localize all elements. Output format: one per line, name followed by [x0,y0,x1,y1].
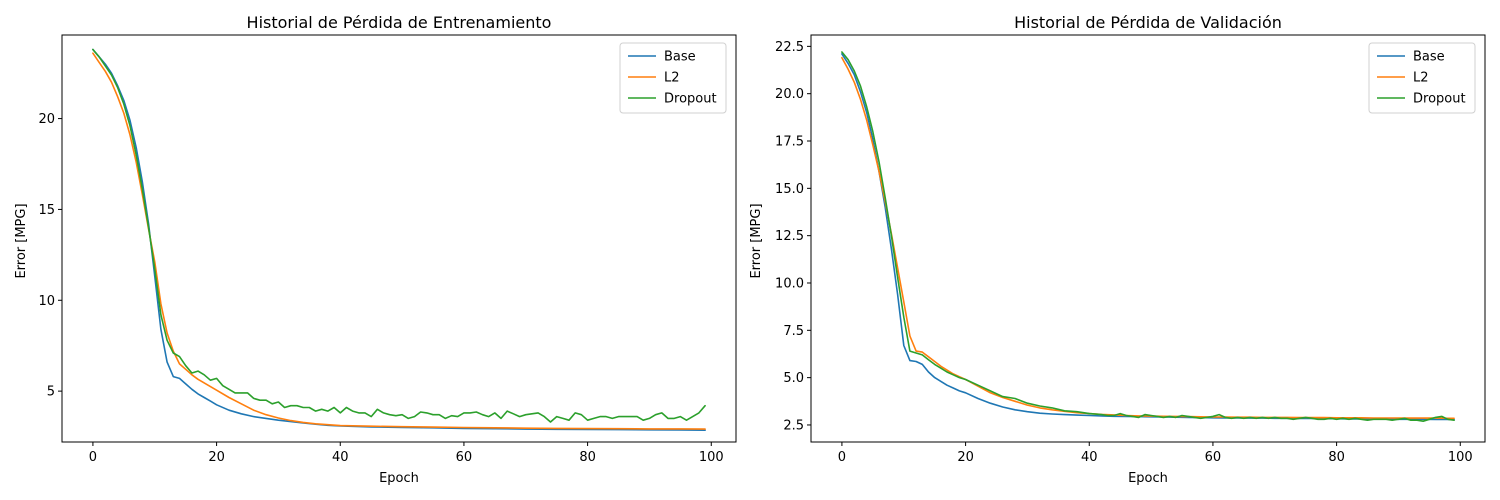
series-line-base [92,48,706,432]
x-tick-label: 40 [332,450,349,465]
y-tick-label: 12.5 [775,229,804,244]
series-line-dropout [841,51,1455,423]
y-axis-label: Error [MPG] [14,203,29,278]
y-tick-label: 10.0 [775,276,804,291]
y-tick-label: 22.5 [775,40,804,55]
chart-title: Historial de Pérdida de Validación [1014,13,1282,32]
legend-box [619,42,727,114]
x-tick-label: 0 [838,450,846,465]
x-axis-label: Epoch [1128,471,1168,486]
x-tick-label: 40 [1081,450,1098,465]
legend-label-l2: L2 [664,71,680,86]
legend-label-base: Base [1413,50,1445,65]
x-tick-label: 100 [1448,450,1473,465]
chart-legend: Base L2 Dropout [1368,42,1476,114]
y-tick-label: 15 [38,203,55,218]
series-line-l2 [92,52,706,430]
x-tick-label: 60 [1205,450,1222,465]
y-tick-label: 17.5 [775,135,804,150]
axes-frame [810,34,1486,443]
y-tick-label: 15.0 [775,182,804,197]
chart-legend: Base L2 Dropout [619,42,727,114]
training-loss-chart: Historial de Pérdida de Entrenamiento Ep… [14,13,737,486]
x-tick-label: 100 [699,450,724,465]
series-line-dropout [92,48,706,423]
legend-label-base: Base [664,50,696,65]
x-tick-label: 80 [1328,450,1345,465]
legend-label-dropout: Dropout [1413,92,1466,107]
y-tick-label: 5.0 [783,371,804,386]
axes-frame [61,34,737,443]
legend-label-l2: L2 [1413,71,1429,86]
legend-box [1368,42,1476,114]
plot-area: 0 20 40 60 80 100 5 10 15 20 Base L2 Dropout [38,34,737,465]
validation-loss-chart: Historial de Pérdida de Validación Epoch… [749,13,1486,486]
x-axis-label: Epoch [379,471,419,486]
x-tick-label: 0 [89,450,97,465]
y-tick-label: 5 [47,385,55,400]
y-axis-label: Error [MPG] [749,203,764,278]
y-tick-label: 20.0 [775,87,804,102]
y-tick-label: 20 [38,112,55,127]
x-tick-label: 20 [957,450,974,465]
plot-area: 0 20 40 60 80 100 2.5 5.0 7.5 10.0 12.5 15.0 17.5 20.… [775,34,1486,465]
y-tick-label: 2.5 [783,418,804,433]
chart-title: Historial de Pérdida de Entrenamiento [247,13,552,32]
x-tick-label: 20 [208,450,225,465]
legend-label-dropout: Dropout [664,92,717,107]
x-tick-label: 80 [579,450,596,465]
y-tick-label: 10 [38,294,55,309]
y-tick-label: 7.5 [783,324,804,339]
x-tick-label: 60 [456,450,473,465]
